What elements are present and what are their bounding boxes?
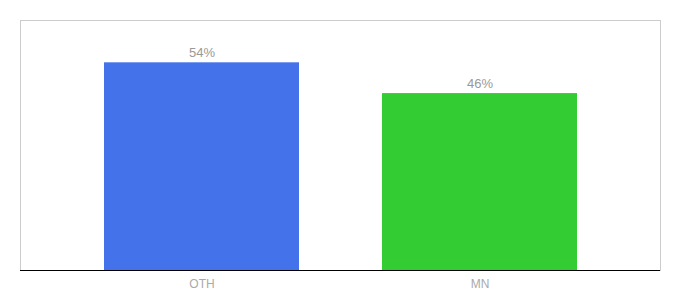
svg-text:OTH: OTH	[189, 277, 214, 291]
svg-text:MN: MN	[471, 277, 490, 291]
svg-text:46%: 46%	[467, 76, 493, 91]
svg-text:54%: 54%	[189, 45, 215, 60]
